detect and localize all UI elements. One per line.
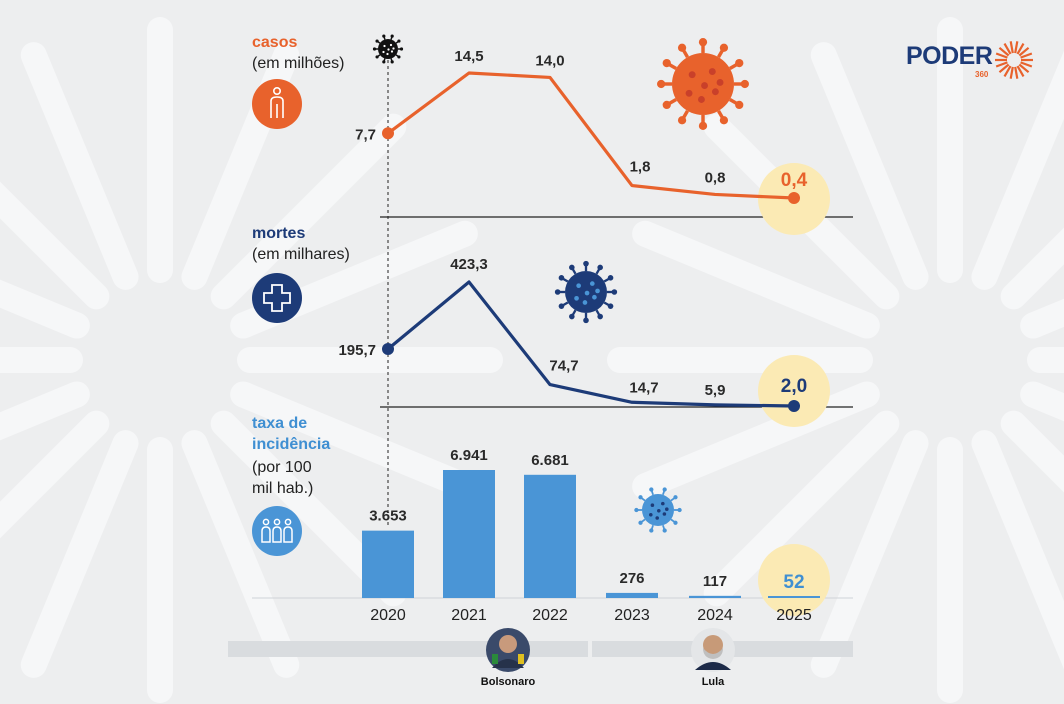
casos-caption: casos (em milhões)	[252, 34, 344, 129]
taxa-bar-2025	[768, 596, 820, 598]
taxa-bar-2022	[524, 474, 576, 598]
taxa-label-2024: 117	[703, 573, 727, 590]
casos-label-2023: 1,8	[630, 159, 651, 176]
highlight-circle-1	[758, 355, 830, 427]
casos-series-line	[387, 71, 795, 200]
taxa-label-2020: 3.653	[369, 508, 407, 525]
x-axis-years: 2020 2021 2022 2023 2024 2025	[370, 607, 812, 624]
casos-point-2020	[382, 127, 394, 140]
mortes-label-2022: 74,7	[549, 358, 578, 375]
brand-sub: 360	[975, 70, 989, 79]
sunburst-icon	[995, 41, 1033, 79]
casos-unit: (em milhões)	[252, 55, 344, 72]
bolsonaro-term-bar	[228, 641, 588, 657]
taxa-label-2023: 276	[619, 570, 644, 587]
mortes-line-chart: 195,7 423,3 74,7 14,7 5,9 2,0	[338, 256, 807, 412]
casos-point-2025	[788, 192, 800, 204]
president-label-lula: Lula	[702, 676, 725, 688]
taxa-bar-2020	[362, 530, 414, 598]
year-tick-2023: 2023	[614, 607, 650, 624]
mortes-unit: (em milhares)	[252, 246, 350, 263]
casos-line-chart: 7,7 14,5 14,0 1,8 0,8 0,4	[355, 48, 808, 204]
year-tick-2024: 2024	[697, 607, 733, 624]
year-tick-2025: 2025	[776, 607, 812, 624]
mortes-title: mortes	[252, 225, 305, 242]
taxa-bar-2024	[689, 595, 741, 598]
taxa-bar-2021	[443, 470, 495, 598]
person-icon	[252, 79, 302, 129]
virus-orange-icon	[657, 38, 749, 130]
mortes-label-2020: 195,7	[338, 342, 376, 359]
mortes-series-line	[386, 280, 795, 408]
casos-title: casos	[252, 34, 297, 51]
taxa-unit-line-1: (por 100	[252, 459, 312, 476]
virus-blue-icon	[634, 487, 682, 533]
mortes-label-2023: 14,7	[629, 379, 658, 396]
people-group-icon	[252, 506, 302, 556]
mortes-label-2021: 423,3	[450, 256, 488, 273]
virus-marker-icon	[372, 34, 404, 64]
taxa-bar-chart: 3.653 6.941 6.681 276 117 52	[362, 447, 820, 598]
casos-label-2025: 0,4	[781, 170, 808, 191]
taxa-unit-line-2: mil hab.)	[252, 480, 313, 497]
year-tick-2022: 2022	[532, 607, 568, 624]
taxa-caption: taxa de incidência (por 100 mil hab.)	[252, 415, 330, 556]
casos-label-2020: 7,7	[355, 126, 376, 143]
virus-navy-icon	[554, 260, 618, 324]
mortes-label-2025: 2,0	[781, 376, 807, 397]
taxa-title-line-1: taxa de	[252, 415, 307, 432]
mortes-caption: mortes (em milhares)	[252, 225, 350, 323]
casos-label-2024: 0,8	[705, 169, 726, 186]
brand-name: PODER	[906, 42, 993, 70]
taxa-label-2021: 6.941	[450, 447, 488, 464]
taxa-label-2022: 6.681	[531, 452, 569, 469]
brand-logo: PODER 360	[906, 41, 1033, 79]
president-label-bolsonaro: Bolsonaro	[481, 676, 536, 688]
bolsonaro-avatar	[486, 628, 530, 672]
year-tick-2020: 2020	[370, 607, 406, 624]
medical-cross-icon	[252, 273, 302, 323]
casos-label-2021: 14,5	[454, 48, 483, 65]
casos-label-2022: 14,0	[535, 52, 564, 69]
mortes-point-2020	[382, 342, 394, 355]
mortes-label-2024: 5,9	[705, 382, 726, 399]
lula-avatar	[691, 628, 735, 672]
year-tick-2021: 2021	[451, 607, 487, 624]
taxa-label-2025: 52	[783, 572, 804, 593]
taxa-bar-2023	[606, 592, 658, 598]
mortes-point-2025	[788, 400, 800, 412]
taxa-title-line-2: incidência	[252, 436, 330, 453]
